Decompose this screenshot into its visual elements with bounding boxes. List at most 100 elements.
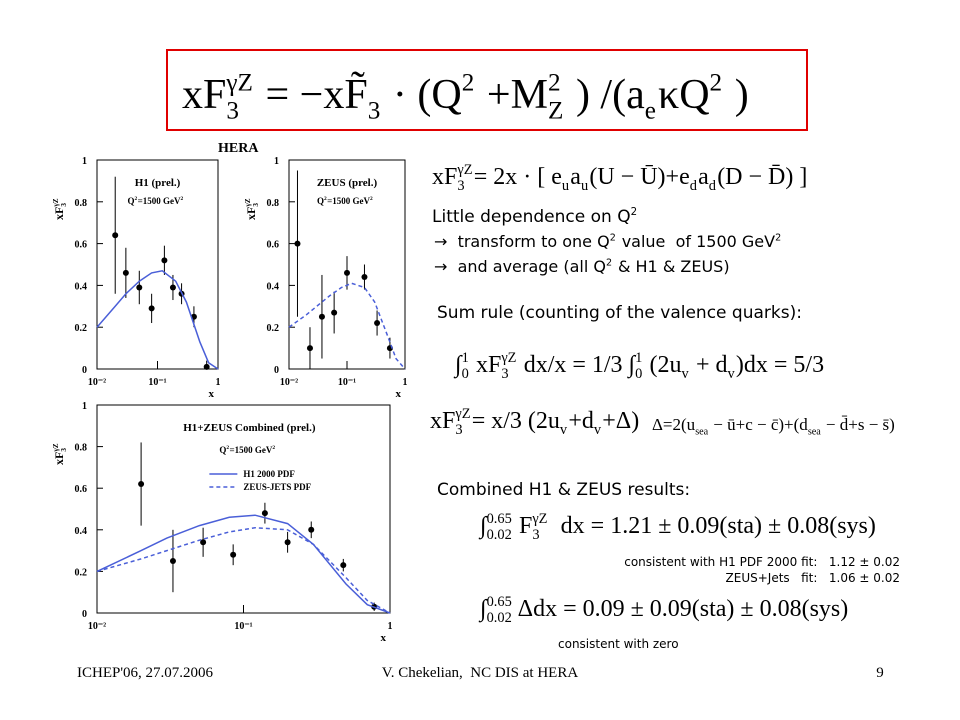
superscript: 2 [226, 445, 229, 451]
superscript: γZ [225, 69, 253, 96]
superscript: 2 [324, 196, 327, 202]
superscript: 2 [606, 257, 612, 268]
formula-part: ∫ [453, 352, 463, 379]
y-tick-label: 0 [274, 365, 279, 376]
subscript: 3 [455, 422, 462, 438]
y-tick-label: 1 [274, 156, 279, 167]
data-point [261, 510, 268, 517]
subscript: 3 [368, 98, 381, 125]
y-tick-label: 0 [82, 609, 87, 620]
x-tick-label: 1 [403, 377, 408, 388]
formula-part: dx/x = 1/3 ∫ [518, 352, 637, 379]
x-axis-label: x [209, 388, 215, 400]
plot-title: H1 (prel.) [135, 177, 181, 189]
subscript: v [594, 422, 602, 438]
formula: ∫ 10 xF γZ3 dx/x = 1/3 ∫ 10 (2u v + d v)dx = … [453, 350, 824, 382]
formula-part: Q [317, 196, 324, 206]
formula-part: Q [219, 445, 226, 455]
data-point [284, 539, 291, 546]
formula-part: (D − D̄) ] [717, 164, 807, 190]
formula-part: F̃ [344, 71, 367, 118]
subscript: sea [808, 426, 821, 437]
data-point [169, 284, 176, 291]
superscript: 0.65 [487, 511, 512, 527]
formula-part: κQ [658, 72, 710, 118]
formula: xF γZ3 = −x F̃ 3 · (Q 2 +M 2Z ) /(a e κQ 2 ) [182, 69, 749, 124]
y-tick-label: 0.6 [75, 240, 88, 251]
formula-part: Δdx = 0.09 ± 0.09(sta) ± 0.08(sys) [513, 596, 848, 622]
data-point [308, 526, 315, 533]
data-point [294, 240, 301, 247]
data-point [344, 269, 350, 276]
formula-part: xF [430, 408, 455, 434]
data-point [318, 313, 325, 320]
subscript: 3 [501, 366, 508, 382]
formula-part: ∫ [478, 513, 488, 540]
formula-part: = −x [255, 72, 344, 118]
superscript: 1 [462, 350, 469, 366]
y-tick-label: 1 [82, 156, 87, 167]
y-tick-label: 0.2 [75, 567, 88, 578]
x-tick-label: 1 [216, 377, 221, 388]
formula: Q 2 =1500 GeV 2 [317, 196, 373, 206]
superscript: γZ [244, 198, 252, 207]
formula-part: → transform to one Q [434, 232, 610, 251]
formula-part: Δ=2(u [652, 415, 696, 434]
formula: xF γZ3 = 2x · [ e u a u (U − Ū)+e d a d (D − D̄) ] [432, 162, 807, 194]
x-tick-label: 10⁻² [88, 621, 106, 632]
formula-part: (U − Ū)+e [589, 164, 689, 190]
formula-part: xF [52, 207, 66, 220]
formula-part: xF [244, 207, 258, 220]
subscript: d [709, 178, 717, 194]
y-tick-label: 0 [82, 365, 87, 376]
formula-part: =1500 GeV [230, 445, 273, 455]
y-tick-label: 0.8 [75, 198, 88, 209]
formula-part: (2u [644, 352, 682, 378]
subscript: v [560, 422, 568, 438]
note: consistent with H1 PDF 2000 fit: 1.12 ± … [624, 555, 900, 569]
formula-part: − d̄+s − s̄) [822, 415, 895, 434]
note: ZEUS+Jets fit: 1.06 ± 0.02 [726, 571, 900, 585]
data-point [203, 363, 210, 370]
data-point [306, 345, 313, 352]
subscript: 3 [60, 203, 68, 207]
subscript: 0 [635, 366, 642, 382]
data-point [136, 284, 143, 291]
plot-title: H1+ZEUS Combined (prel.) [183, 422, 316, 434]
formula: Δ=2(u sea − ū+c − c̄)+(d sea − d̄+s − s̄) [652, 415, 895, 437]
formula-part: = x/3 (2u [472, 408, 560, 434]
subscript: sea [695, 426, 708, 437]
subscript: u [562, 178, 569, 194]
data-point [169, 558, 176, 564]
y-tick-label: 0.8 [75, 443, 88, 454]
subscript: 0.02 [487, 610, 512, 626]
y-tick-label: 0.6 [267, 240, 280, 251]
superscript: 2 [775, 232, 781, 243]
x-tick-label: 10⁻² [88, 377, 106, 388]
formula-part: · (Q [382, 72, 461, 118]
formula-part: = 2x · [ e [474, 164, 562, 190]
formula-part: a [570, 164, 581, 190]
data-point [340, 562, 347, 569]
superscript: 2 [548, 69, 561, 96]
superscript: γZ [52, 198, 60, 207]
superscript: 2 [181, 196, 184, 202]
superscript: 2 [710, 69, 723, 96]
note: consistent with zero [558, 637, 679, 651]
formula-part: =1500 GeV [138, 196, 181, 206]
x-tick-label: 1 [388, 621, 393, 632]
formula: xF γZ3 = x/3 (2u v +d v +Δ) [430, 406, 639, 438]
text-line: Combined H1 & ZEUS results: [437, 480, 690, 500]
x-axis-label: x [381, 632, 387, 644]
formula-part: +Δ) [602, 408, 639, 434]
legend-label: ZEUS-JETS PDF [243, 482, 311, 492]
y-tick-label: 0.8 [267, 198, 280, 209]
x-axis-label: x [396, 388, 402, 400]
